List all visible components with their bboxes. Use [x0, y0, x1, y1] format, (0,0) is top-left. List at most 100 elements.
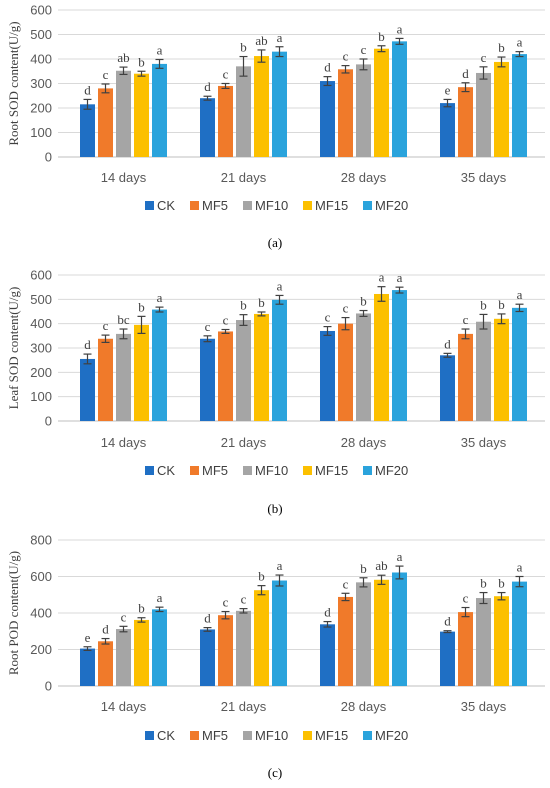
- bar: [116, 70, 131, 157]
- legend-label: MF20: [375, 728, 408, 743]
- legend-label: CK: [157, 463, 175, 478]
- bar: [494, 61, 509, 157]
- significance-label: d: [324, 60, 331, 75]
- y-tick-label: 400: [30, 606, 52, 621]
- significance-label: c: [343, 301, 349, 316]
- bar: [116, 333, 131, 421]
- y-axis-label: Root SOD content(U/g): [6, 21, 21, 145]
- chart-panel-2: 0 100 200 300 400 500 600 Leaf SOD content(U/g)…: [6, 268, 545, 516]
- bar: [80, 104, 95, 157]
- significance-label: d: [102, 622, 109, 637]
- bar: [392, 290, 407, 421]
- legend-swatch: [363, 201, 372, 210]
- bar: [254, 590, 269, 686]
- bar: [200, 98, 215, 157]
- significance-label: d: [444, 336, 451, 351]
- significance-label: d: [444, 614, 451, 629]
- legend-label: MF10: [255, 728, 288, 743]
- legend: CK MF5 MF10 MF15 MF20: [145, 198, 408, 213]
- x-category-label: 28 days: [341, 699, 387, 714]
- bar: [338, 596, 353, 686]
- legend-swatch: [145, 731, 154, 740]
- y-tick-label: 200: [30, 365, 52, 380]
- significance-label: ab: [117, 50, 129, 65]
- x-category-label: 21 days: [221, 699, 267, 714]
- legend-swatch: [190, 201, 199, 210]
- significance-label: a: [157, 290, 163, 305]
- bar: [134, 73, 149, 157]
- bar: [476, 321, 491, 421]
- legend-label: MF20: [375, 463, 408, 478]
- y-tick-label: 0: [45, 414, 52, 429]
- significance-label: a: [517, 35, 523, 50]
- bar: [356, 64, 371, 157]
- bar: [494, 596, 509, 686]
- bar: [356, 313, 371, 421]
- x-category-label: 14 days: [101, 435, 147, 450]
- legend-label: MF10: [255, 463, 288, 478]
- significance-label: a: [157, 590, 163, 605]
- bar: [320, 81, 335, 157]
- significance-label: b: [240, 40, 247, 55]
- significance-label: c: [343, 576, 349, 591]
- bar: [440, 103, 455, 157]
- significance-label: b: [240, 298, 247, 313]
- significance-label: a: [517, 560, 523, 575]
- x-category-label: 35 days: [461, 435, 507, 450]
- significance-label: b: [138, 299, 145, 314]
- x-category-label: 14 days: [101, 699, 147, 714]
- bar: [134, 324, 149, 421]
- significance-label: c: [463, 591, 469, 606]
- bar: [338, 323, 353, 421]
- significance-label: c: [223, 67, 229, 82]
- significance-label: bc: [117, 312, 130, 327]
- significance-label: c: [103, 318, 109, 333]
- bar: [98, 641, 113, 686]
- legend-swatch: [243, 466, 252, 475]
- bar: [374, 293, 389, 421]
- significance-label: b: [360, 561, 367, 576]
- x-category-label: 35 days: [461, 699, 507, 714]
- legend-label: MF20: [375, 198, 408, 213]
- significance-label: b: [480, 297, 487, 312]
- y-tick-label: 400: [30, 316, 52, 331]
- bar: [356, 582, 371, 686]
- x-category-label: 35 days: [461, 170, 507, 185]
- significance-label: b: [258, 569, 265, 584]
- bar: [512, 307, 527, 421]
- bar: [512, 54, 527, 157]
- x-category-label: 21 days: [221, 435, 267, 450]
- significance-label: c: [223, 595, 229, 610]
- bar: [80, 358, 95, 421]
- significance-label: c: [325, 310, 331, 325]
- significance-label: e: [85, 630, 91, 645]
- bar: [272, 51, 287, 157]
- bar: [152, 609, 167, 686]
- y-tick-label: 500: [30, 27, 52, 42]
- legend-label: MF15: [315, 198, 348, 213]
- bar: [272, 580, 287, 686]
- significance-label: a: [397, 270, 403, 285]
- bar: [476, 598, 491, 686]
- significance-label: c: [481, 50, 487, 65]
- bar: [440, 355, 455, 421]
- legend: CK MF5 MF10 MF15 MF20: [145, 728, 408, 743]
- bar: [320, 624, 335, 686]
- significance-label: b: [138, 601, 145, 616]
- figure-caption: (c): [268, 765, 282, 780]
- significance-label: b: [360, 294, 367, 309]
- significance-label: a: [277, 30, 283, 45]
- y-axis-label: Root POD content(U/g): [6, 551, 21, 675]
- x-category-label: 28 days: [341, 170, 387, 185]
- significance-label: d: [462, 66, 469, 81]
- legend-swatch: [303, 731, 312, 740]
- bar: [134, 619, 149, 686]
- legend-swatch: [243, 201, 252, 210]
- y-tick-label: 200: [30, 642, 52, 657]
- significance-label: d: [324, 605, 331, 620]
- y-tick-label: 500: [30, 292, 52, 307]
- y-axis-label: Leaf SOD content(U/g): [6, 287, 21, 410]
- x-category-label: 14 days: [101, 170, 147, 185]
- bar: [440, 631, 455, 686]
- bar: [80, 648, 95, 686]
